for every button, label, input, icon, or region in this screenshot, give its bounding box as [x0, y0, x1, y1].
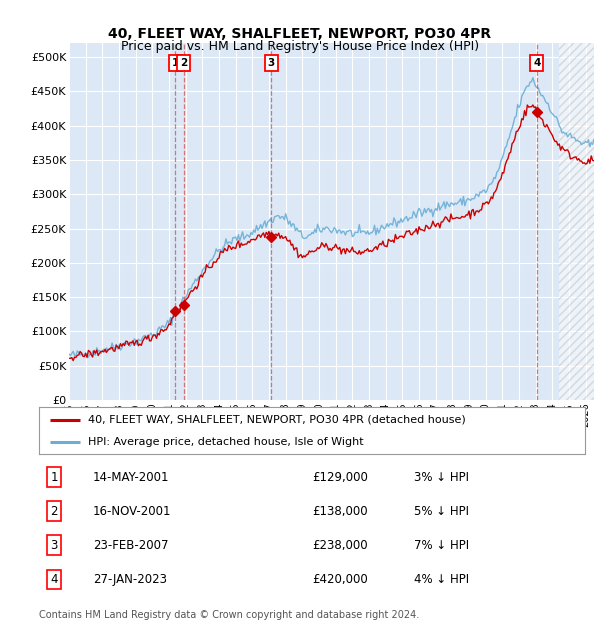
- Text: HPI: Average price, detached house, Isle of Wight: HPI: Average price, detached house, Isle…: [88, 437, 364, 447]
- Text: 1: 1: [50, 471, 58, 484]
- Text: £238,000: £238,000: [312, 539, 368, 552]
- Text: 3: 3: [50, 539, 58, 552]
- Text: £129,000: £129,000: [312, 471, 368, 484]
- Text: 40, FLEET WAY, SHALFLEET, NEWPORT, PO30 4PR: 40, FLEET WAY, SHALFLEET, NEWPORT, PO30 …: [109, 27, 491, 41]
- Text: £420,000: £420,000: [312, 573, 368, 586]
- Text: 27-JAN-2023: 27-JAN-2023: [93, 573, 167, 586]
- Text: 3% ↓ HPI: 3% ↓ HPI: [414, 471, 469, 484]
- Text: 16-NOV-2001: 16-NOV-2001: [93, 505, 172, 518]
- Text: Price paid vs. HM Land Registry's House Price Index (HPI): Price paid vs. HM Land Registry's House …: [121, 40, 479, 53]
- Text: 23-FEB-2007: 23-FEB-2007: [93, 539, 169, 552]
- Text: 4% ↓ HPI: 4% ↓ HPI: [414, 573, 469, 586]
- Text: 4: 4: [50, 573, 58, 586]
- Text: 14-MAY-2001: 14-MAY-2001: [93, 471, 170, 484]
- Text: £138,000: £138,000: [312, 505, 368, 518]
- Text: 7% ↓ HPI: 7% ↓ HPI: [414, 539, 469, 552]
- Text: Contains HM Land Registry data © Crown copyright and database right 2024.
This d: Contains HM Land Registry data © Crown c…: [39, 610, 419, 620]
- Text: 40, FLEET WAY, SHALFLEET, NEWPORT, PO30 4PR (detached house): 40, FLEET WAY, SHALFLEET, NEWPORT, PO30 …: [88, 415, 466, 425]
- Text: 2: 2: [180, 58, 187, 68]
- Bar: [559, 43, 594, 400]
- Text: 2: 2: [50, 505, 58, 518]
- Text: 1: 1: [172, 58, 179, 68]
- Text: 3: 3: [268, 58, 275, 68]
- Text: 4: 4: [533, 58, 541, 68]
- Text: 5% ↓ HPI: 5% ↓ HPI: [414, 505, 469, 518]
